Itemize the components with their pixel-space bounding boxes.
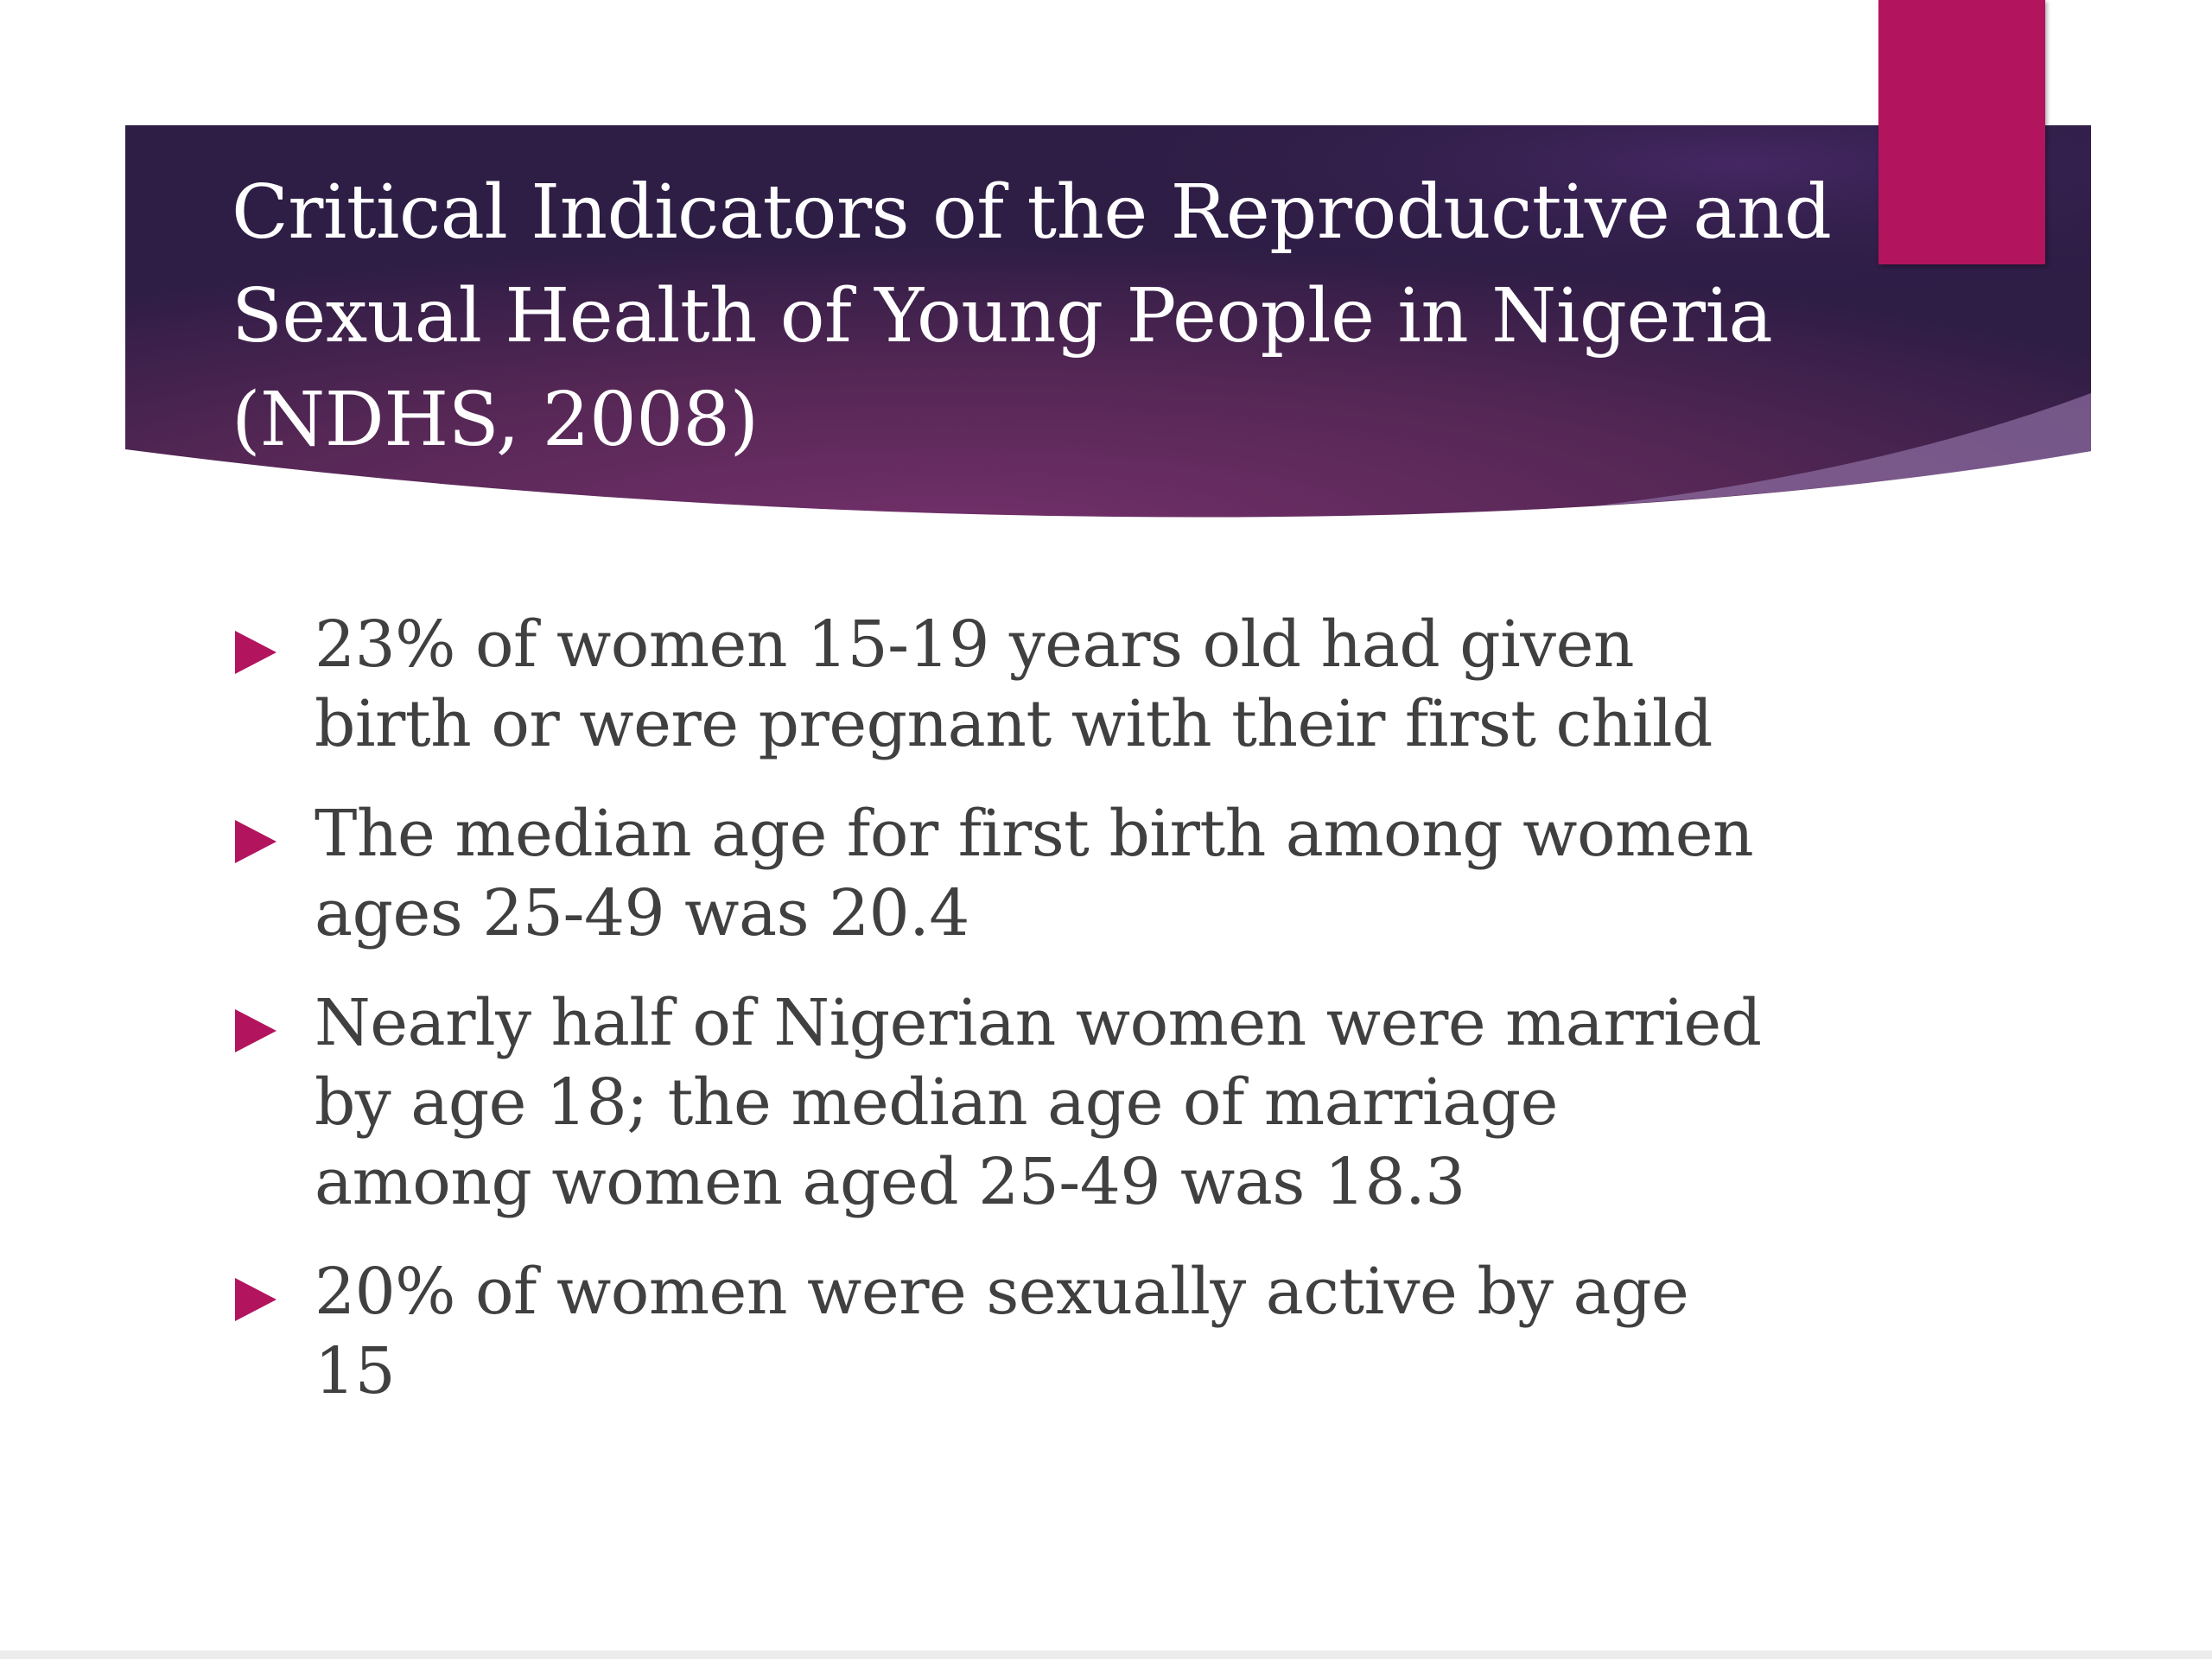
triangle-bullet-icon — [235, 1278, 276, 1321]
triangle-bullet-icon — [235, 1009, 276, 1052]
bullet-item: The median age for first birth among wom… — [232, 794, 1770, 953]
triangle-bullet-icon — [235, 820, 276, 863]
bullet-text: 23% of women 15-19 years old had given b… — [315, 607, 1713, 761]
bullet-text: 20% of women were sexually active by age… — [315, 1255, 1689, 1408]
bullet-item: Nearly half of Nigerian women were marri… — [232, 983, 1770, 1222]
triangle-bullet-icon — [235, 631, 276, 674]
bottom-bar — [0, 1650, 2212, 1659]
header-band-swoosh — [1599, 393, 2091, 505]
bullet-list: 23% of women 15-19 years old had given b… — [232, 605, 1770, 1441]
header-band-glow — [125, 125, 2091, 518]
accent-tab — [1878, 0, 2045, 264]
bullet-text: The median age for first birth among wom… — [315, 797, 1754, 950]
bullet-item: 20% of women were sexually active by age… — [232, 1252, 1770, 1411]
bullet-text: Nearly half of Nigerian women were marri… — [315, 986, 1762, 1219]
slide-title: Critical Indicators of the Reproductive … — [232, 169, 1832, 463]
header-band — [125, 125, 2091, 518]
bullet-item: 23% of women 15-19 years old had given b… — [232, 605, 1770, 764]
